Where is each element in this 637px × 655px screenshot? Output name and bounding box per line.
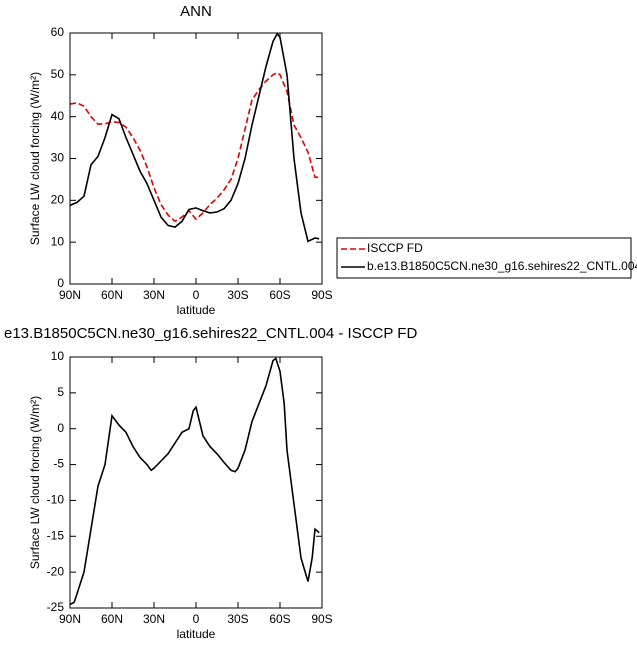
y-tick-label: -5 xyxy=(53,457,64,471)
y-tick-label: 60 xyxy=(51,25,65,39)
x-tick-label: 30S xyxy=(227,612,248,626)
y-axis-label: Surface LW cloud forcing (W/m²) xyxy=(28,72,42,245)
y-tick-label: -15 xyxy=(47,528,65,542)
x-tick-label: 90S xyxy=(311,612,332,626)
x-tick-label: 30N xyxy=(143,612,165,626)
y-axis-label: Surface LW cloud forcing (W/m²) xyxy=(28,396,42,569)
x-tick-label: 60S xyxy=(269,288,290,302)
x-tick-label: 0 xyxy=(193,288,200,302)
x-axis-label: latitude xyxy=(177,303,216,317)
x-tick-label: 90S xyxy=(311,288,332,302)
data-line xyxy=(69,32,320,243)
y-tick-label: -10 xyxy=(47,493,65,507)
x-tick-label: 0 xyxy=(193,612,200,626)
x-tick-label: 60S xyxy=(269,612,290,626)
x-axis-label: latitude xyxy=(177,627,216,641)
y-tick-label: -20 xyxy=(47,564,65,578)
x-tick-label: 30S xyxy=(227,288,248,302)
chart-title: ANN xyxy=(180,3,212,20)
y-tick-label: 20 xyxy=(51,193,65,207)
y-tick-label: 30 xyxy=(51,151,65,165)
y-tick-label: 5 xyxy=(57,385,64,399)
chart-title: e13.B1850C5CN.ne30_g16.sehires22_CNTL.00… xyxy=(4,325,417,342)
x-tick-label: 90N xyxy=(59,288,81,302)
y-tick-label: 50 xyxy=(51,67,65,81)
x-tick-label: 60N xyxy=(101,288,123,302)
plot-frame xyxy=(69,356,323,609)
data-line xyxy=(69,71,320,223)
data-line xyxy=(69,357,320,606)
legend-box xyxy=(336,237,632,279)
y-tick-label: 10 xyxy=(51,234,65,248)
y-tick-label: -25 xyxy=(47,600,65,614)
y-tick-label: 10 xyxy=(51,349,65,363)
y-tick-label: 0 xyxy=(57,421,64,435)
legend-label: ISCCP FD xyxy=(367,241,423,255)
x-tick-label: 30N xyxy=(143,288,165,302)
plot-frame xyxy=(69,32,323,285)
x-tick-label: 90N xyxy=(59,612,81,626)
x-tick-label: 60N xyxy=(101,612,123,626)
legend-label: b.e13.B1850C5CN.ne30_g16.sehires22_CNTL.… xyxy=(367,259,637,273)
y-tick-label: 40 xyxy=(51,109,65,123)
y-tick-label: 0 xyxy=(57,276,64,290)
